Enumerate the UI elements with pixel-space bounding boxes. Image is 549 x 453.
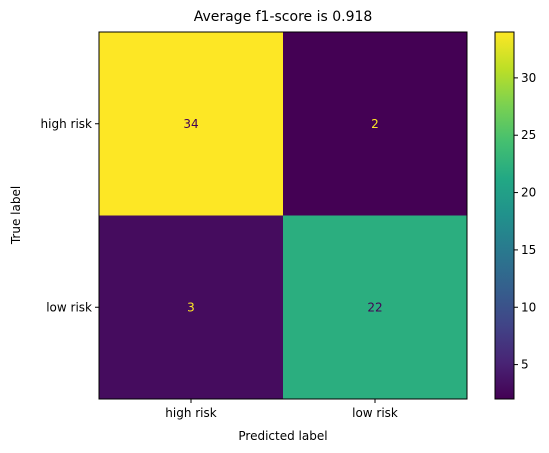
heatmap-cell-r0-c1	[283, 32, 467, 216]
y-tick-label: low risk	[46, 300, 92, 314]
cell-value-label: 22	[367, 300, 382, 314]
colorbar-tick-label: 10	[521, 300, 536, 314]
colorbar-tick-label: 30	[521, 71, 536, 85]
colorbar	[494, 31, 515, 400]
heatmap-cell-r1-c0	[99, 215, 283, 399]
x-tick-label: low risk	[352, 406, 398, 420]
cell-value-label: 34	[183, 117, 198, 131]
axes: high risk low risk high risk low risk	[41, 117, 398, 420]
colorbar-tick-label: 20	[521, 186, 536, 200]
plot-frame	[98, 31, 468, 400]
cell-value-label: 3	[187, 300, 195, 314]
colorbar-tick-label: 15	[521, 243, 536, 257]
chart-title: Average f1-score is 0.918	[194, 9, 373, 25]
heatmap-cells: 34 2 3 22	[99, 32, 467, 399]
y-tick-label: high risk	[41, 117, 92, 131]
x-axis-label: Predicted label	[238, 429, 327, 443]
colorbar-tick-label: 5	[521, 358, 529, 372]
cell-value-label: 2	[371, 117, 379, 131]
y-axis-label: True label	[9, 186, 23, 245]
colorbar-ticks: 5 10 15 20 25 30	[514, 71, 536, 372]
heatmap-cell-r0-c0	[99, 32, 283, 216]
x-tick-label: high risk	[165, 406, 216, 420]
heatmap-cell-r1-c1	[283, 215, 467, 399]
colorbar-tick-label: 25	[521, 128, 536, 142]
